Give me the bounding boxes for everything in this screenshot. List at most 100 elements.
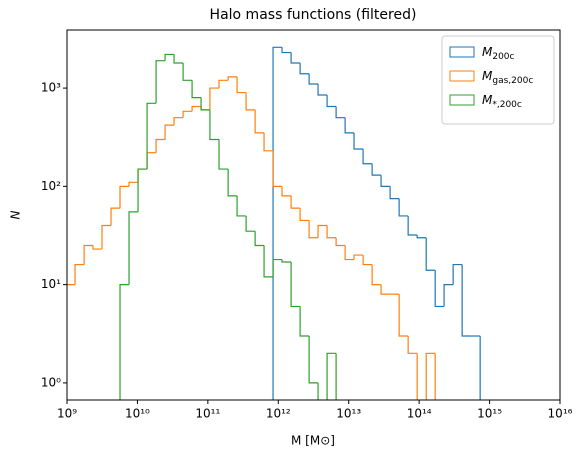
x-tick-label: 10¹⁵ [477,407,502,421]
histogram-bin [67,284,76,286]
x-axis-label: M [M⊙] [291,434,335,448]
x-tick-label: 10¹² [266,407,291,421]
histogram-bin [218,79,229,89]
histogram-bin [398,294,409,337]
histogram-bin [182,62,193,81]
histogram-bin [371,264,382,286]
histogram-bin [317,84,328,96]
histogram-bin [290,261,301,308]
legend-label: Mgas,200c [482,69,533,86]
histogram-bin [236,76,247,94]
histogram-bin [119,284,130,400]
histogram-bin [272,46,283,400]
x-tick-label: 10¹⁶ [548,407,573,421]
legend-swatch [449,94,475,106]
histogram-bin [137,168,148,212]
histogram-bin [299,208,310,222]
histogram-bin [308,220,319,239]
histogram-bin [263,132,274,152]
histogram-bin [155,60,166,104]
histogram-bin [434,353,436,400]
legend-label: M*,200c [482,93,522,110]
histogram-bin [380,284,391,295]
histogram-bin [236,195,247,217]
histogram-bin [425,352,436,400]
histogram-bin [272,150,283,187]
histogram-bin [290,52,301,64]
histogram-bin [110,207,121,226]
x-tick-label: 10⁹ [57,407,77,421]
legend-box [441,35,555,125]
histogram-bin [227,76,238,81]
histogram-bin [335,237,346,247]
histogram-bin [308,73,319,85]
histogram-bin [425,237,436,271]
histogram-bin [398,198,409,217]
y-tick-label: 10² [41,179,61,193]
histogram-bin [326,225,337,239]
histogram-bin [326,95,337,108]
x-tick-label: 10¹⁰ [125,407,150,421]
histogram-bin [209,109,220,141]
histogram-bin [335,353,337,400]
histogram-bin [272,258,283,277]
histogram-bin [128,181,139,187]
histogram-bin [371,163,382,176]
x-tick-label: 10¹¹ [195,407,220,421]
histogram-bin [353,132,364,150]
histogram-bin [461,264,472,337]
histogram-bin [254,231,265,247]
histogram-bin [317,224,328,238]
histogram-bin [92,245,102,250]
histogram-bin [200,97,210,111]
histogram-bin [146,152,157,170]
legend-label: M200c [482,45,515,62]
histogram-bin [137,168,148,183]
histogram-bin [173,54,184,64]
histogram-bin [191,80,202,99]
x-tick-label: 10¹³ [336,407,361,421]
histogram-bin [434,270,445,308]
histogram-bin [416,353,418,400]
histogram-bin [254,109,265,134]
histogram-bin [281,259,292,263]
histogram-bin [191,105,202,112]
histogram-bin [209,87,220,110]
y-tick-label: 10³ [41,81,61,95]
plot-area [67,46,481,400]
y-tick-label: 10¹ [41,277,61,291]
histogram-bin [119,185,130,209]
histogram-bin [326,352,337,400]
y-axis-label: N [9,210,23,219]
histogram-bin [146,102,157,170]
histogram-bin [362,148,373,165]
histogram-bin [182,110,193,118]
histogram-bin [245,215,256,232]
y-tick-label: 10⁰ [41,375,61,389]
histogram-bin [416,234,427,239]
histogram-bin [362,255,373,266]
legend-swatch [449,70,475,82]
histogram-bin [407,336,418,354]
histogram-bin [281,47,292,54]
histogram-bin [344,245,355,261]
histogram-bin [281,186,292,197]
histogram-bin [173,117,184,126]
histogram-bin [128,211,139,285]
histogram-bin [479,336,481,400]
histogram-bin [299,62,310,75]
histogram-bin [317,382,319,400]
histogram-bin [452,263,463,285]
histogram-bin [164,124,175,140]
histogram-bin [164,53,175,61]
legend-swatch [449,46,475,58]
chart-title: Halo mass functions (filtered) [210,7,417,23]
x-tick-label: 10¹⁴ [407,407,432,421]
histogram-bin [389,186,400,200]
histogram-bin [155,138,166,153]
histogram-bin [290,195,301,209]
histogram-bin [263,245,274,278]
histogram-bin [353,254,364,260]
histogram-bin [245,92,256,111]
